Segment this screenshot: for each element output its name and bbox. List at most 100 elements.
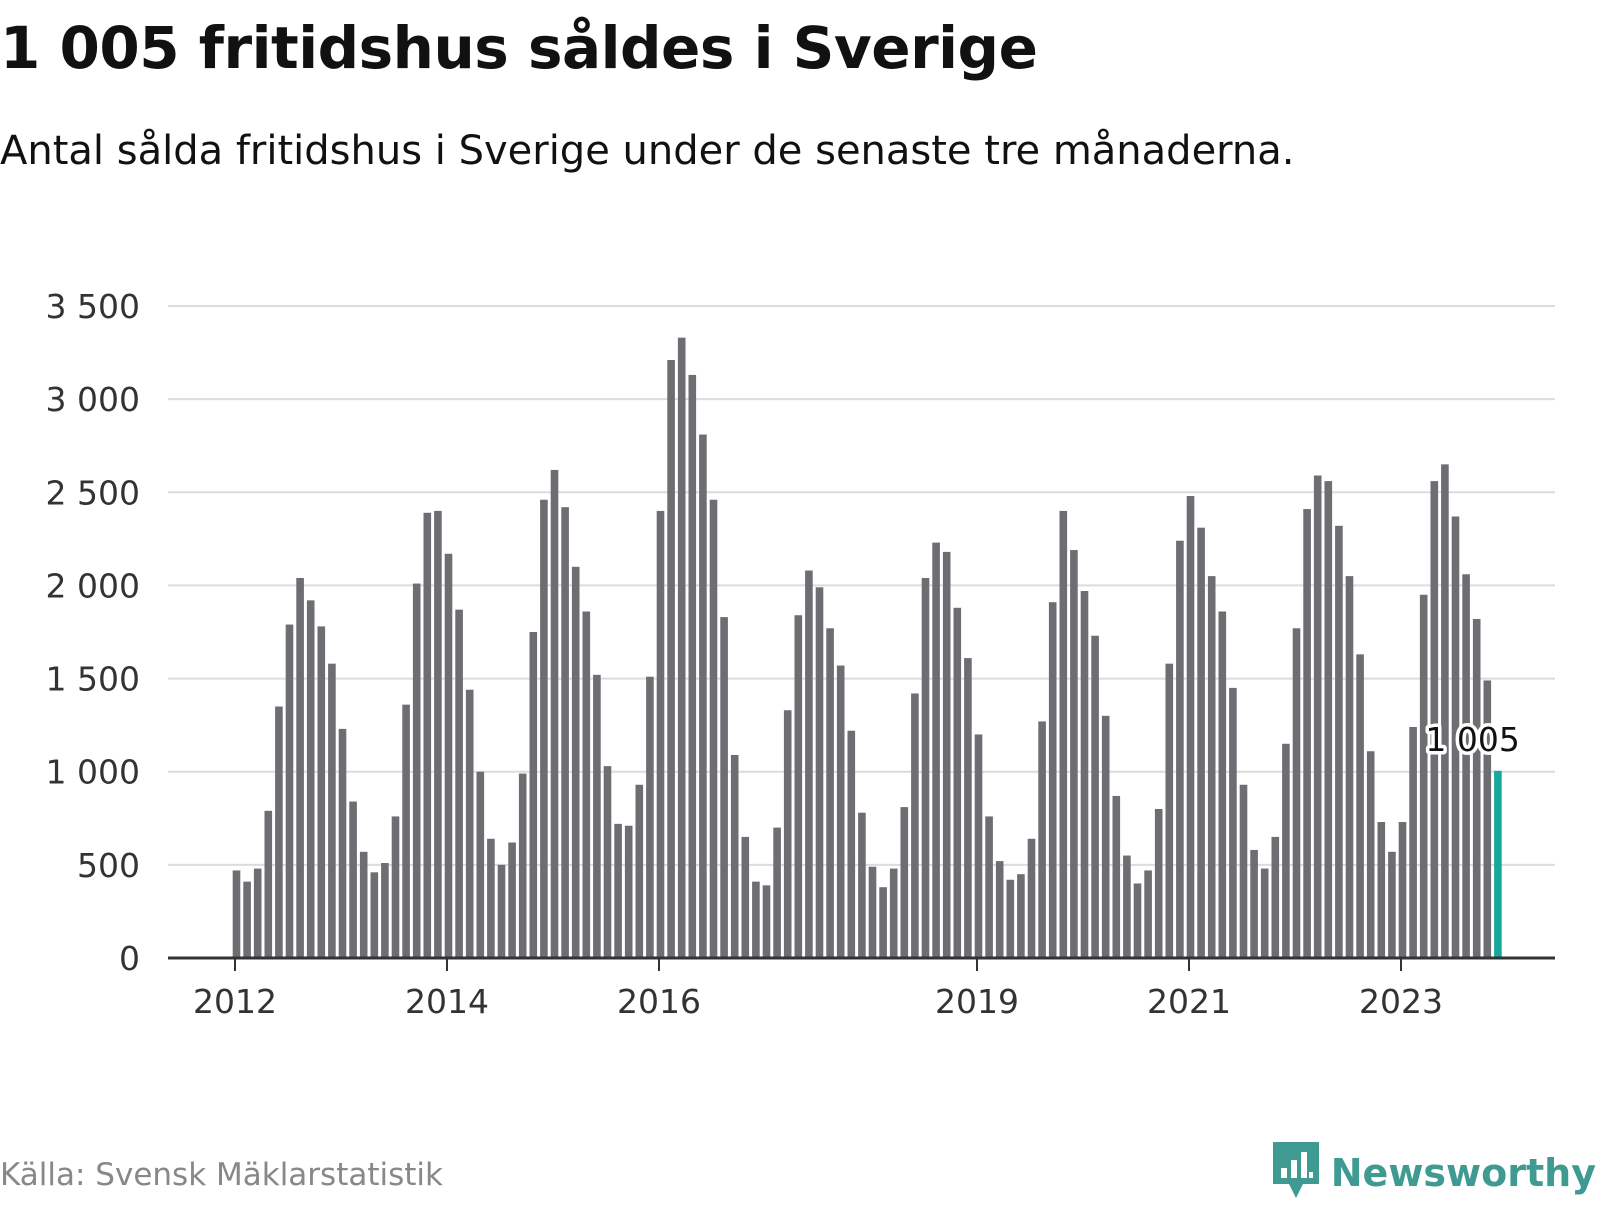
bar xyxy=(1154,808,1163,958)
bar xyxy=(508,842,516,958)
bar xyxy=(1207,576,1216,958)
bar xyxy=(762,885,771,958)
bar xyxy=(921,577,930,958)
bar xyxy=(1038,721,1046,958)
bar xyxy=(1441,464,1449,958)
bar xyxy=(709,499,718,958)
bar xyxy=(889,868,898,958)
bar xyxy=(868,866,877,958)
bar xyxy=(783,710,792,958)
bar xyxy=(1472,618,1481,958)
bar xyxy=(253,868,262,958)
bar xyxy=(1059,510,1068,958)
bar xyxy=(1027,838,1036,958)
highlight-value-label: 1 005 xyxy=(1425,720,1519,759)
bar xyxy=(964,658,972,958)
bar xyxy=(1430,481,1439,958)
bar xyxy=(900,807,909,958)
y-tick-label: 1 000 xyxy=(46,753,140,792)
bar xyxy=(285,624,294,958)
bar xyxy=(571,566,580,958)
bar xyxy=(423,512,432,958)
x-tick-label: 2021 xyxy=(1147,982,1231,1021)
bar xyxy=(730,754,739,958)
bar xyxy=(1048,602,1057,958)
y-tick-label: 3 500 xyxy=(46,287,140,326)
bar xyxy=(306,600,315,958)
bar xyxy=(953,607,962,958)
bar xyxy=(391,816,400,958)
bar xyxy=(359,851,368,958)
bar xyxy=(444,553,453,958)
bar xyxy=(412,583,421,958)
bar xyxy=(1091,635,1099,958)
y-tick-label: 1 500 xyxy=(46,660,140,699)
bar xyxy=(529,632,538,958)
bar xyxy=(1462,574,1470,958)
bar xyxy=(624,825,633,958)
bar xyxy=(275,706,283,958)
bar xyxy=(1186,496,1195,958)
bar xyxy=(296,577,304,958)
y-axis-labels: 0 500 1 000 1 500 2 000 2 500 3 000 3 500 xyxy=(46,287,140,978)
bar xyxy=(1303,509,1311,958)
bar xyxy=(328,663,336,958)
y-tick-label: 3 000 xyxy=(46,380,140,419)
bar xyxy=(603,766,612,958)
y-tick-label: 2 500 xyxy=(46,473,140,512)
bar xyxy=(1133,883,1142,958)
bar xyxy=(402,704,410,958)
bar xyxy=(1112,795,1121,958)
bar xyxy=(561,507,569,958)
x-tick-label: 2019 xyxy=(935,982,1019,1021)
bar xyxy=(1313,475,1322,958)
bar xyxy=(317,626,326,958)
bar xyxy=(1409,727,1417,958)
bar xyxy=(1366,751,1375,958)
bar xyxy=(1144,870,1152,958)
bar xyxy=(752,881,760,958)
bar xyxy=(518,773,527,958)
bar-chart-speech-bubble-icon xyxy=(1271,1140,1321,1206)
bar xyxy=(370,872,379,958)
bar xyxy=(1165,663,1174,958)
bar xyxy=(667,360,675,959)
y-tick-label: 2 000 xyxy=(46,566,140,605)
bar xyxy=(1271,836,1280,958)
bar xyxy=(741,836,750,958)
bar xyxy=(1080,591,1089,958)
bar xyxy=(540,499,548,958)
x-tick-label: 2014 xyxy=(405,982,489,1021)
bar xyxy=(858,812,866,958)
bar xyxy=(487,838,495,958)
source-note: Källa: Svensk Mäklarstatistik xyxy=(0,1157,443,1193)
bar xyxy=(1176,540,1184,958)
bar xyxy=(1292,628,1301,958)
bar xyxy=(264,810,273,958)
bar xyxy=(476,771,485,958)
bar xyxy=(720,617,728,958)
bar xyxy=(699,434,707,959)
bar xyxy=(338,728,347,958)
bar xyxy=(582,611,591,958)
bar xyxy=(1197,527,1205,958)
bar xyxy=(1070,550,1078,958)
bar xyxy=(434,510,442,958)
bar xyxy=(1388,851,1396,958)
annotations: 1 005 xyxy=(1422,716,1523,762)
bar xyxy=(1218,611,1227,958)
y-tick-label: 0 xyxy=(119,939,140,978)
bar xyxy=(349,801,357,958)
x-axis xyxy=(168,956,1555,971)
bar xyxy=(985,816,993,958)
bar xyxy=(932,542,940,958)
bar xyxy=(1398,822,1407,958)
bar xyxy=(995,861,1004,958)
bar xyxy=(1282,743,1290,958)
bar xyxy=(836,665,845,958)
bar xyxy=(646,676,654,958)
bar xyxy=(974,734,983,958)
bar xyxy=(794,615,803,958)
bar xyxy=(677,337,686,958)
bar xyxy=(1345,576,1354,958)
